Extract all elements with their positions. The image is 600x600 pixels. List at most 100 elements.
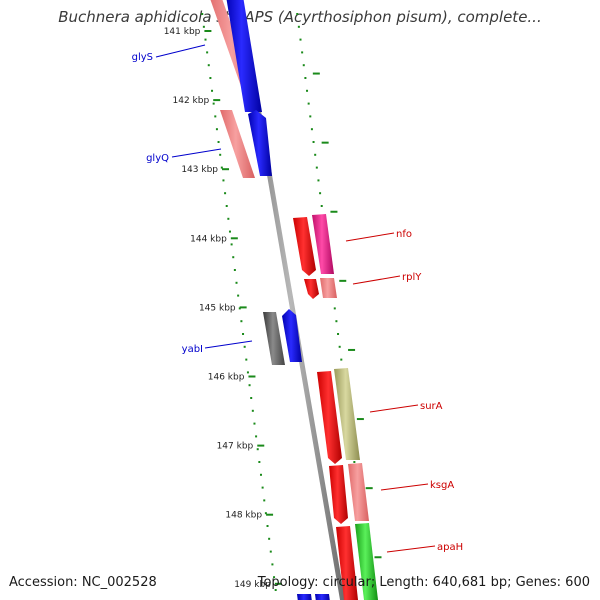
ruler-dot	[340, 358, 343, 361]
ruler-dot	[317, 179, 320, 182]
gene-label-nfo[interactable]: nfo	[396, 229, 412, 240]
ruler-tick-label: 148 kbp	[225, 511, 262, 521]
ruler-dot	[248, 384, 251, 387]
leader-ksgA	[380, 483, 429, 491]
gene-glyQ[interactable]	[220, 110, 272, 178]
gene-apaH[interactable]	[336, 523, 378, 600]
gene-label-surA[interactable]: surA	[420, 401, 443, 412]
ruler-dot	[202, 25, 205, 28]
ruler-dot	[258, 461, 261, 463]
ruler-dot	[338, 345, 341, 348]
ruler-dot	[253, 422, 256, 425]
ruler-dot	[227, 217, 230, 220]
gene-yabI[interactable]	[282, 309, 302, 362]
gene-label-yabI[interactable]: yabI	[182, 344, 203, 355]
ruler-tick-label: 145 kbp	[199, 303, 236, 313]
gene-label-glyQ[interactable]: glyQ	[146, 153, 169, 164]
leader-glyS	[155, 44, 206, 58]
ruler-dot	[206, 51, 209, 54]
ruler-dot	[217, 141, 220, 143]
gene-yabI-gray[interactable]	[263, 312, 285, 365]
ruler-dot	[204, 38, 207, 41]
ruler-dot	[224, 192, 227, 195]
leader-apaH	[386, 545, 436, 553]
gene-nfo[interactable]	[293, 214, 334, 276]
ruler-dot	[264, 512, 267, 515]
leader-glyQ	[171, 148, 222, 158]
gene-rplY[interactable]	[304, 278, 337, 299]
ruler-tick-label: 141 kbp	[164, 27, 201, 37]
ruler-dot	[314, 153, 317, 156]
ruler-dot	[335, 320, 338, 323]
ruler-dot	[307, 102, 310, 105]
ruler-tick-label: 143 kbp	[181, 165, 218, 175]
ruler-tick-label: 147 kbp	[217, 442, 254, 452]
ruler-dot	[297, 25, 300, 28]
ruler-tick-label: 149 kbp	[234, 580, 271, 590]
ruler-dot	[302, 64, 305, 67]
ruler-dot	[320, 205, 323, 207]
ruler-dot	[243, 345, 246, 348]
gene-label-ksgA[interactable]: ksgA	[430, 480, 454, 491]
ruler-dot	[353, 461, 356, 463]
ruler-dot	[271, 563, 274, 566]
ruler-dot	[268, 537, 271, 540]
ruler-dot	[233, 269, 236, 271]
ruler-dot	[228, 230, 231, 233]
ruler-dot	[266, 525, 269, 527]
ruler-dot	[246, 371, 249, 374]
ruler-dot	[312, 141, 315, 143]
ruler-dot	[333, 307, 336, 310]
ruler-dot	[215, 128, 218, 131]
ruler-dot	[256, 448, 259, 451]
gene-next-blue[interactable]	[297, 594, 330, 600]
ruler-dot	[309, 115, 312, 118]
ruler-tick-label: 144 kbp	[190, 234, 227, 244]
ruler-dot	[273, 576, 276, 579]
ruler-dot	[274, 589, 277, 591]
gene-surA[interactable]	[317, 368, 360, 464]
ruler-dot	[240, 320, 243, 323]
ruler-dot	[219, 153, 222, 156]
ruler-dot	[230, 243, 233, 246]
gene-label-apaH[interactable]: apaH	[437, 542, 463, 553]
ruler-dot	[315, 166, 318, 169]
gene-ksgA[interactable]	[329, 463, 369, 524]
ruler-dot	[261, 486, 264, 489]
ruler-dot	[301, 51, 304, 54]
gene-label-rplY[interactable]: rplY	[402, 272, 422, 283]
ruler-dot	[319, 192, 322, 195]
ruler-dot	[220, 166, 223, 169]
ruler-tick-label: 146 kbp	[208, 373, 245, 383]
gene-label-glyS[interactable]: glyS	[132, 52, 153, 63]
ruler-dot	[222, 179, 225, 182]
ruler-dot	[250, 397, 253, 399]
ruler-dot	[263, 499, 266, 502]
ruler-dot	[207, 64, 210, 67]
leader-nfo	[345, 232, 395, 242]
ruler-dot	[242, 333, 245, 335]
ruler-dot	[337, 333, 340, 335]
ruler-dot	[235, 281, 238, 284]
ruler-dot	[304, 77, 307, 79]
ruler-dot	[255, 435, 258, 438]
ruler-dot	[201, 13, 204, 15]
leader-rplY	[352, 275, 401, 285]
gene-glyS[interactable]	[207, 0, 262, 112]
ruler-dot	[259, 473, 262, 476]
ruler-dot	[212, 102, 215, 105]
ruler-ticks: 141 kbp 142 kbp 143 kbp 144 kbp 145 kbp 146 k…	[164, 27, 382, 590]
ruler-dot	[232, 256, 235, 259]
ruler-tick-label: 142 kbp	[173, 96, 210, 106]
leader-yabI	[204, 340, 253, 349]
ruler-dot	[310, 128, 313, 131]
genome-summary-text: Topology: circular; Length: 640,681 bp; …	[257, 575, 590, 590]
accession-text: Accession: NC_002528	[9, 575, 157, 590]
ruler-dot	[211, 89, 214, 92]
ruler-dot	[296, 13, 299, 15]
ruler-dot	[225, 205, 228, 207]
leader-surA	[369, 404, 419, 413]
ruler-dot	[269, 550, 272, 553]
ruler-dot	[251, 409, 254, 412]
